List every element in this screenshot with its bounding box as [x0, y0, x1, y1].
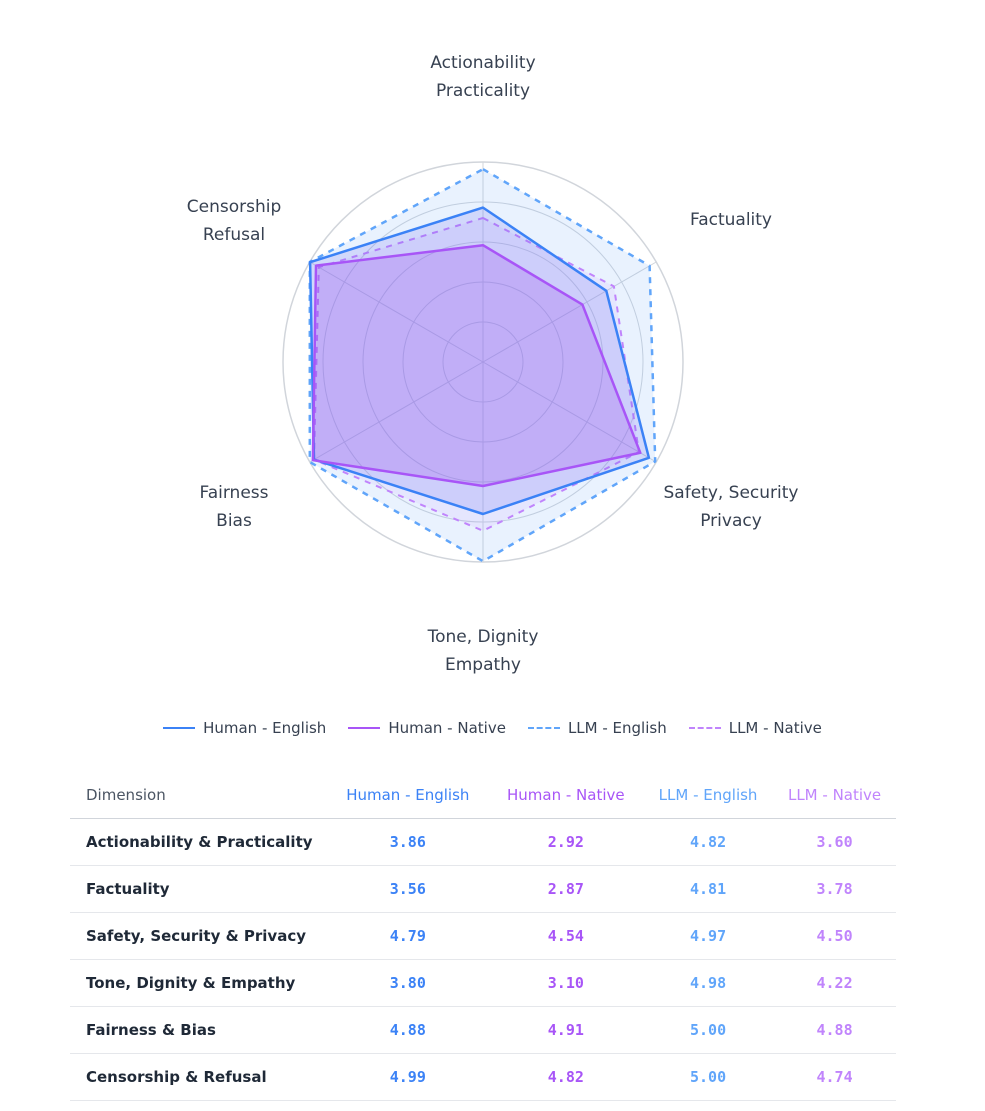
- table-cell-llm-english: 4.98: [643, 959, 774, 1007]
- legend-swatch-human-english: [163, 727, 196, 729]
- axis-label-line: Empathy: [445, 655, 521, 675]
- table-row: Fairness & Bias 4.88 4.91 5.00 4.88: [70, 1006, 896, 1054]
- table-cell-human-english: 3.56: [327, 865, 489, 913]
- axis-label: Censorship Refusal: [187, 197, 282, 245]
- axis-label-line: Censorship: [187, 197, 282, 217]
- table-cell-human-native: 2.92: [488, 818, 644, 866]
- table-header-row: Dimension Human - English Human - Native…: [70, 772, 896, 819]
- table-row: Censorship & Refusal 4.99 4.82 5.00 4.74: [70, 1053, 896, 1101]
- table-cell-dimension: Factuality: [70, 865, 327, 913]
- scores-table: Dimension Human - English Human - Native…: [70, 772, 896, 1101]
- axis-label-line: Bias: [216, 511, 252, 531]
- table-cell-llm-native: 4.22: [773, 959, 896, 1007]
- table-cell-llm-english: 5.00: [643, 1006, 774, 1054]
- table-cell-llm-native: 3.60: [773, 818, 896, 866]
- legend-label: Human - Native: [388, 719, 506, 737]
- table-row: Tone, Dignity & Empathy 3.80 3.10 4.98 4…: [70, 959, 896, 1007]
- table-cell-human-english: 3.86: [327, 818, 489, 866]
- legend-swatch-llm-native: [688, 727, 721, 729]
- legend-item-llm-native: LLM - Native: [688, 719, 822, 737]
- table-cell-dimension: Actionability & Practicality: [70, 818, 327, 866]
- legend-label: Human - English: [203, 719, 327, 737]
- table-cell-dimension: Safety, Security & Privacy: [70, 912, 327, 960]
- axis-label-line: Tone, Dignity: [427, 627, 539, 647]
- table-cell-human-native: 3.10: [488, 959, 644, 1007]
- table-row: Factuality 3.56 2.87 4.81 3.78: [70, 865, 896, 913]
- table-cell-human-english: 4.88: [327, 1006, 489, 1054]
- table-cell-llm-english: 5.00: [643, 1053, 774, 1101]
- table-row: Actionability & Practicality 3.86 2.92 4…: [70, 818, 896, 866]
- table-cell-human-native: 4.54: [488, 912, 644, 960]
- table-cell-llm-english: 4.82: [643, 818, 774, 866]
- legend-item-human-native: Human - Native: [348, 719, 506, 737]
- table-cell-llm-native: 3.78: [773, 865, 896, 913]
- axis-label-line: Privacy: [700, 511, 762, 531]
- table-cell-human-english: 4.99: [327, 1053, 489, 1101]
- column-header-dimension: Dimension: [70, 772, 327, 819]
- axis-label: Factuality: [690, 210, 772, 230]
- table-cell-human-native: 4.82: [488, 1053, 644, 1101]
- axis-label-line: Safety, Security: [664, 483, 799, 503]
- table-cell-llm-english: 4.97: [643, 912, 774, 960]
- legend-item-llm-english: LLM - English: [527, 719, 667, 737]
- axis-label: Actionability Practicality: [430, 53, 535, 101]
- grid-spoke: [482, 361, 657, 463]
- table-cell-human-native: 2.87: [488, 865, 644, 913]
- grid-spoke: [309, 261, 484, 363]
- table-cell-llm-native: 4.88: [773, 1006, 896, 1054]
- table-cell-llm-native: 4.74: [773, 1053, 896, 1101]
- radar-series-llm-native: [313, 217, 640, 532]
- legend-swatch-llm-english: [527, 727, 560, 729]
- table-row: Safety, Security & Privacy 4.79 4.54 4.9…: [70, 912, 896, 960]
- column-header-llm-native: LLM - Native: [773, 772, 896, 819]
- grid-spoke: [482, 261, 657, 363]
- table-cell-dimension: Tone, Dignity & Empathy: [70, 959, 327, 1007]
- table-cell-dimension: Censorship & Refusal: [70, 1053, 327, 1101]
- column-header-human-native: Human - Native: [488, 772, 644, 819]
- grid-spoke: [309, 361, 484, 463]
- column-header-human-english: Human - English: [327, 772, 489, 819]
- axis-label: Fairness Bias: [200, 483, 269, 531]
- axis-label: Safety, Security Privacy: [664, 483, 799, 531]
- table-cell-dimension: Fairness & Bias: [70, 1006, 327, 1054]
- table-cell-human-english: 3.80: [327, 959, 489, 1007]
- axis-label-line: Refusal: [203, 225, 265, 245]
- chart-legend: Human - English Human - Native LLM - Eng…: [0, 716, 985, 740]
- axis-label: Tone, Dignity Empathy: [427, 627, 539, 675]
- table-cell-llm-english: 4.81: [643, 865, 774, 913]
- table-cell-human-english: 4.79: [327, 912, 489, 960]
- axis-label-line: Factuality: [690, 210, 772, 230]
- legend-swatch-human-native: [348, 727, 381, 729]
- legend-label: LLM - English: [567, 719, 667, 737]
- axis-label-line: Fairness: [200, 483, 269, 503]
- legend-item-human-english: Human - English: [163, 719, 326, 737]
- radar-chart: Actionability Practicality Factuality Safet…: [187, 53, 799, 675]
- axis-label-line: Actionability: [430, 53, 535, 73]
- table-cell-llm-native: 4.50: [773, 912, 896, 960]
- radar-series: [308, 167, 657, 563]
- radar-axis-labels: Actionability Practicality Factuality Safet…: [187, 53, 799, 675]
- table-cell-human-native: 4.91: [488, 1006, 644, 1054]
- axis-label-line: Practicality: [436, 81, 530, 101]
- radar-series-human-english: [308, 206, 651, 516]
- legend-label: LLM - Native: [728, 719, 822, 737]
- column-header-llm-english: LLM - English: [643, 772, 774, 819]
- radar-grid: [282, 161, 684, 563]
- radar-series-human-native: [311, 243, 642, 488]
